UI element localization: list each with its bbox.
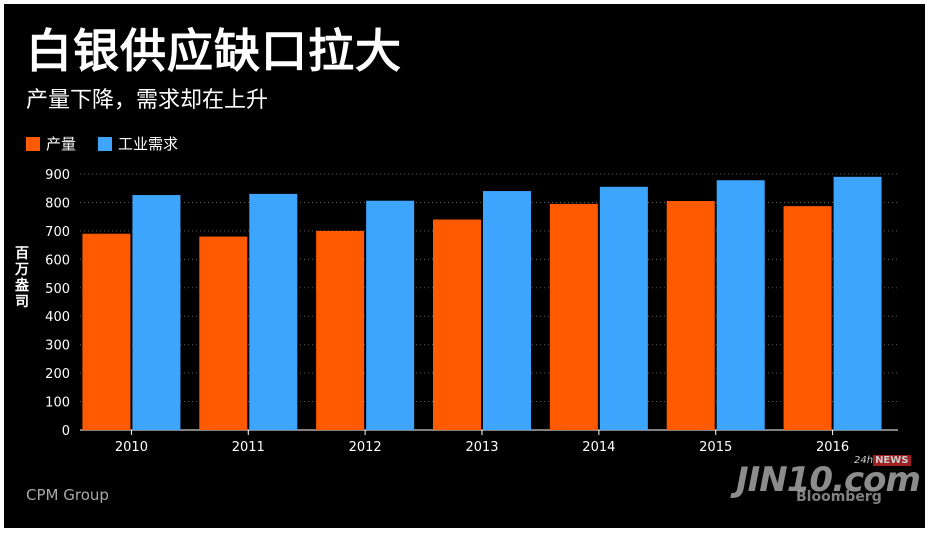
x-tick-label: 2012 bbox=[349, 440, 382, 455]
source-note: CPM Group bbox=[26, 486, 109, 504]
bar-industrial-demand bbox=[483, 191, 531, 430]
watermark-main: JIN10.com bbox=[736, 460, 921, 500]
legend-swatch-production bbox=[26, 136, 40, 151]
legend-item-production: 产量 bbox=[26, 133, 76, 154]
x-tick-label: 2013 bbox=[465, 440, 498, 455]
y-tick-label: 100 bbox=[45, 396, 70, 411]
y-tick-label: 500 bbox=[45, 282, 70, 297]
bar-industrial-demand bbox=[132, 195, 181, 430]
y-tick-label: 900 bbox=[45, 168, 70, 183]
legend-swatch-industrial-demand bbox=[98, 136, 113, 151]
bar-industrial-demand bbox=[366, 200, 415, 430]
y-axis-label: 百万盎司 bbox=[15, 246, 29, 310]
bar-production bbox=[549, 203, 598, 430]
watermark-tag: 24h NEWS bbox=[854, 455, 911, 466]
y-tick-label: 400 bbox=[45, 310, 70, 325]
bar-production bbox=[82, 233, 131, 430]
bar-production bbox=[783, 206, 832, 430]
y-tick-label: 800 bbox=[45, 196, 70, 211]
watermark-logo: JIN10.com 24h NEWS Bloomberg bbox=[736, 455, 921, 507]
watermark-sub: Bloomberg bbox=[796, 489, 882, 505]
chart-subtitle: 产量下降，需求却在上升 bbox=[26, 88, 269, 113]
bar-industrial-demand bbox=[833, 176, 882, 430]
x-tick-label: 2014 bbox=[582, 440, 615, 455]
bar-production bbox=[666, 201, 715, 430]
x-tick-label: 2011 bbox=[232, 440, 265, 455]
legend: 产量 工业需求 bbox=[26, 133, 178, 154]
chart-title: 白银供应缺口拉大 bbox=[26, 24, 402, 78]
y-tick-label: 700 bbox=[45, 225, 70, 240]
bar-industrial-demand bbox=[599, 186, 648, 430]
y-tick-label: 600 bbox=[45, 253, 70, 268]
legend-label-industrial-demand: 工业需求 bbox=[118, 135, 179, 153]
legend-item-industrial-demand: 工业需求 bbox=[98, 133, 178, 154]
bar-industrial-demand bbox=[249, 193, 298, 430]
x-tick-label: 2015 bbox=[699, 440, 732, 455]
y-tick-label: 0 bbox=[62, 424, 70, 439]
y-tick-label: 200 bbox=[45, 367, 70, 382]
watermark-tag-badge: NEWS bbox=[873, 455, 911, 466]
watermark-tag-prefix: 24h bbox=[854, 455, 874, 466]
bar-production bbox=[316, 230, 365, 430]
bar-industrial-demand bbox=[716, 180, 765, 430]
x-tick-label: 2016 bbox=[816, 440, 849, 455]
bar-production bbox=[199, 236, 248, 430]
x-tick-label: 2010 bbox=[115, 440, 148, 455]
legend-label-production: 产量 bbox=[46, 135, 77, 153]
bar-production bbox=[433, 219, 481, 430]
y-tick-label: 300 bbox=[45, 339, 70, 354]
